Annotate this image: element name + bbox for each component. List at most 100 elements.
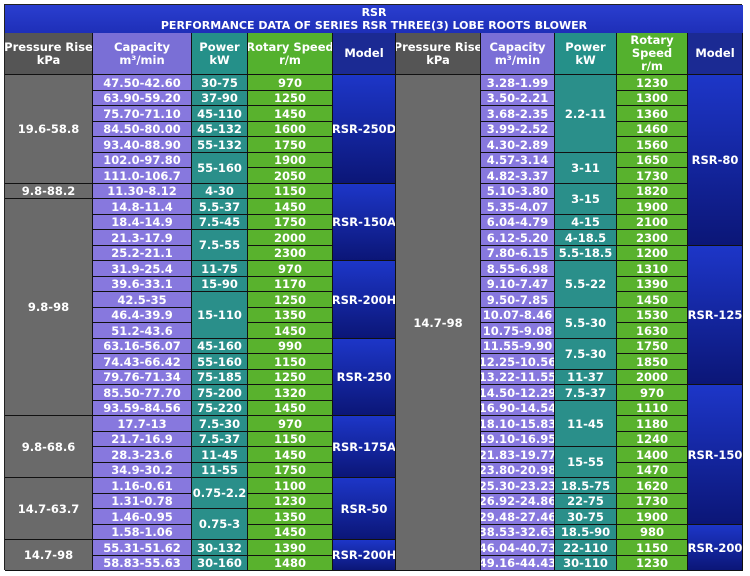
capacity-cell: 8.55-6.98 [481,261,555,277]
speed-cell: 1170 [248,277,333,292]
capacity-cell: 46.4-39.9 [93,308,192,323]
power-cell: 22-75 [555,494,617,509]
pressure-cell: 14.7-98 [396,75,481,571]
power-cell: 3-15 [555,184,617,215]
speed-cell: 1450 [248,199,333,215]
speed-cell: 1250 [248,91,333,106]
speed-cell: 1750 [248,137,333,153]
capacity-cell: 58.83-55.63 [93,556,192,571]
model-cell: RSR-80 [688,75,743,246]
capacity-cell: 19.10-16.95 [481,432,555,447]
header-speed-unit: r/m [641,59,663,73]
speed-cell: 1400 [617,447,688,463]
speed-cell: 1750 [248,463,333,478]
capacity-cell: 25.2-21.1 [93,246,192,261]
speed-cell: 1480 [248,556,333,571]
capacity-cell: 85.50-77.70 [93,385,192,401]
speed-cell: 1230 [617,556,688,571]
speed-cell: 1630 [617,323,688,339]
power-cell: 7.5-45 [192,215,248,230]
header-speed-right: Rotary Speed r/m [617,33,688,75]
speed-cell: 1820 [617,184,688,199]
speed-cell: 1300 [617,91,688,106]
capacity-cell: 17.7-13 [93,416,192,432]
power-cell: 3-11 [555,153,617,184]
capacity-cell: 14.8-11.4 [93,199,192,215]
table-title: RSR PERFORMANCE DATA OF SERIES RSR THREE… [5,5,743,33]
capacity-cell: 21.7-16.9 [93,432,192,447]
power-cell: 30-160 [192,556,248,571]
capacity-cell: 111.0-106.7 [93,168,192,184]
header-capacity-right: Capacity m³/min [481,33,555,75]
header-speed-unit: r/m [279,52,301,67]
capacity-cell: 4.82-3.37 [481,168,555,184]
speed-cell: 1150 [248,184,333,199]
speed-cell: 1620 [617,478,688,494]
speed-cell: 1470 [617,463,688,478]
capacity-cell: 7.80-6.15 [481,246,555,261]
capacity-cell: 28.3-23.6 [93,447,192,463]
capacity-cell: 1.46-0.95 [93,509,192,525]
capacity-cell: 23.80-20.98 [481,463,555,478]
capacity-cell: 74.43-66.42 [93,354,192,370]
pressure-cell: 9.8-98 [5,199,93,416]
power-cell: 0.75-2.2 [192,478,248,509]
capacity-cell: 3.68-2.35 [481,106,555,122]
capacity-cell: 18.4-14.9 [93,215,192,230]
capacity-cell: 47.50-42.60 [93,75,192,91]
speed-cell: 1560 [617,137,688,153]
speed-cell: 1450 [248,323,333,339]
speed-cell: 1390 [617,277,688,292]
speed-cell: 1450 [248,401,333,416]
header-pressure-right: Pressure Rise kPa [396,33,481,75]
speed-cell: 2100 [617,215,688,230]
speed-cell: 1250 [248,292,333,308]
pressure-cell: 14.7-98 [5,540,93,571]
capacity-cell: 93.59-84.56 [93,401,192,416]
header-capacity-label: Capacity [489,39,546,54]
model-cell: RSR-50 [333,478,396,540]
power-cell: 7.5-30 [192,416,248,432]
power-cell: 45-110 [192,106,248,122]
capacity-cell: 6.12-5.20 [481,230,555,246]
power-cell: 5.5-37 [192,199,248,215]
power-cell: 75-185 [192,370,248,385]
power-cell: 18.5-75 [555,478,617,494]
header-pressure-label: Pressure Rise [5,39,93,54]
power-cell: 11-37 [555,370,617,385]
speed-cell: 970 [617,385,688,401]
model-cell: RSR-200 [688,525,743,571]
capacity-cell: 13.22-11.55 [481,370,555,385]
model-cell: RSR-200H [333,540,396,571]
capacity-cell: 42.5-35 [93,292,192,308]
pressure-cell: 19.6-58.8 [5,75,93,184]
speed-cell: 1100 [248,478,333,494]
speed-cell: 1850 [617,354,688,370]
capacity-cell: 1.16-0.61 [93,478,192,494]
capacity-cell: 18.10-15.83 [481,416,555,432]
capacity-cell: 49.16-44.43 [481,556,555,571]
speed-cell: 970 [248,75,333,91]
power-cell: 4-15 [555,215,617,230]
power-cell: 30-75 [192,75,248,91]
capacity-cell: 55.31-51.62 [93,540,192,556]
power-cell: 55-160 [192,153,248,184]
capacity-cell: 4.30-2.89 [481,137,555,153]
capacity-cell: 12.25-10.56 [481,354,555,370]
capacity-cell: 31.9-25.4 [93,261,192,277]
speed-cell: 1110 [617,401,688,416]
capacity-cell: 9.50-7.85 [481,292,555,308]
speed-cell: 2300 [617,230,688,246]
header-power-unit: kW [575,52,596,67]
speed-cell: 2050 [248,168,333,184]
speed-cell: 1250 [248,370,333,385]
capacity-cell: 75.70-71.10 [93,106,192,122]
capacity-cell: 25.30-23.23 [481,478,555,494]
capacity-cell: 16.90-14.54 [481,401,555,416]
power-cell: 2.2-11 [555,75,617,153]
power-cell: 7.5-37 [555,385,617,401]
speed-cell: 1150 [248,354,333,370]
power-cell: 75-200 [192,385,248,401]
capacity-cell: 9.10-7.47 [481,277,555,292]
title-description: PERFORMANCE DATA OF SERIES RSR THREE(3) … [160,19,588,32]
